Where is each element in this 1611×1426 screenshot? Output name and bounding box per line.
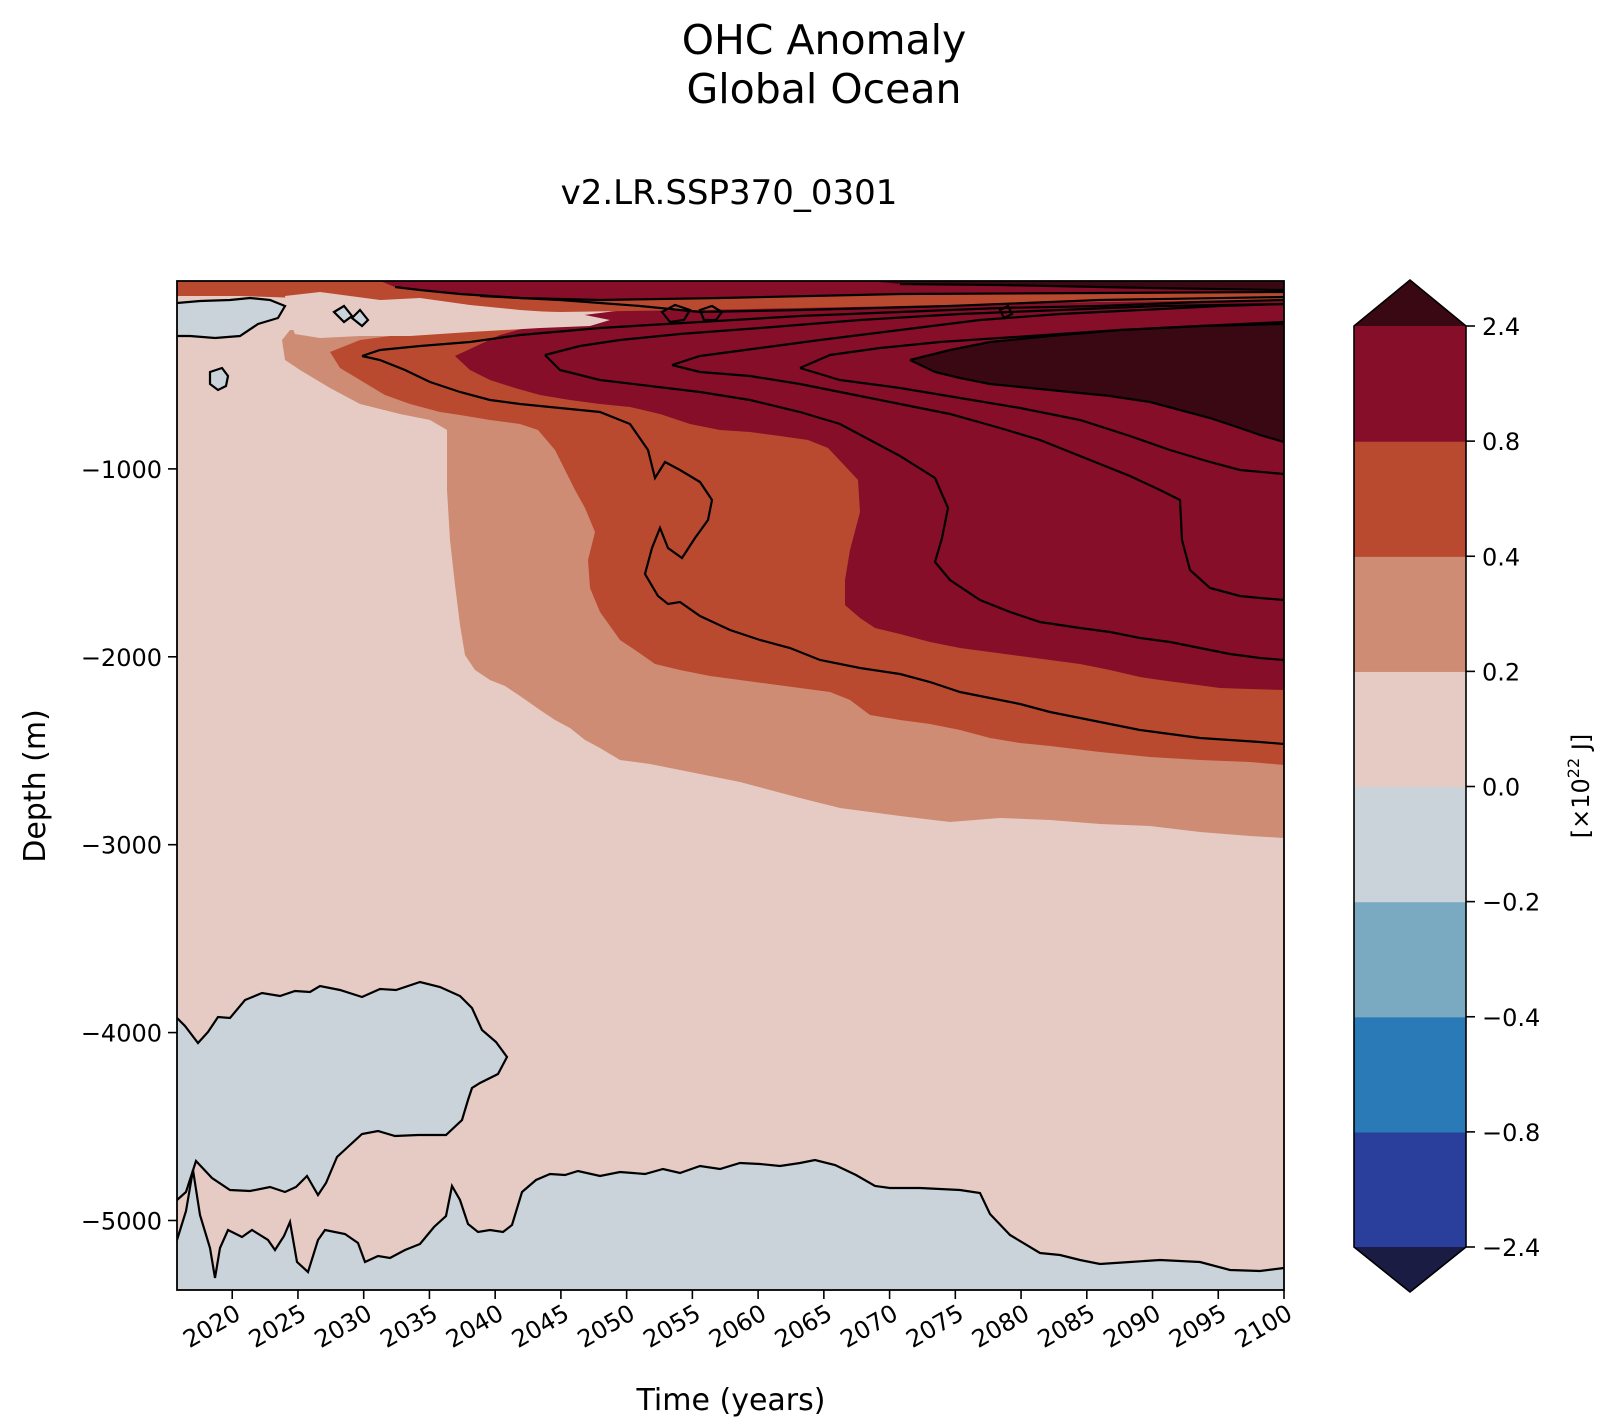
x-tick-label: 2090 xyxy=(1099,1299,1166,1354)
x-tick-label: 2080 xyxy=(967,1299,1034,1354)
x-tick-label: 2100 xyxy=(1230,1299,1297,1354)
colorbar-tick-label: 0.0 xyxy=(1482,774,1520,802)
colorbar-label-prefix: [×10 xyxy=(1567,778,1595,838)
contour-mid-deep xyxy=(177,980,509,1201)
x-axis: 2020202520302035204020452050205520602065… xyxy=(178,1290,1297,1354)
y-tick-label: −3000 xyxy=(81,832,162,860)
neg-region-bottom xyxy=(177,1160,1284,1290)
x-tick-label: 2025 xyxy=(244,1299,311,1354)
x-tick-label: 2030 xyxy=(310,1299,377,1354)
chart-subtitle: Global Ocean xyxy=(687,65,962,113)
contour-islet-e xyxy=(998,304,1014,320)
x-tick-label: 2060 xyxy=(704,1299,771,1354)
colorbar-segment xyxy=(1354,1016,1466,1133)
contour-islet-b xyxy=(350,308,370,328)
colorbar-tick-label: −2.4 xyxy=(1482,1234,1540,1262)
x-tick-label: 2045 xyxy=(507,1299,574,1354)
colorbar-over-extension xyxy=(1354,280,1466,326)
plot-frame xyxy=(176,280,1285,1291)
x-tick-label: 2085 xyxy=(1033,1299,1100,1354)
y-axis-label: Depth (m) xyxy=(18,709,53,863)
colorbar-tick-label: 0.8 xyxy=(1482,428,1520,456)
colorbar-tick-label: −0.4 xyxy=(1482,1004,1540,1032)
colorbar-segments xyxy=(1354,326,1466,1248)
contour-islet-a xyxy=(332,304,354,324)
colorbar-label-suffix: J] xyxy=(1567,734,1595,758)
y-tick-label: −4000 xyxy=(81,1020,162,1048)
colorbar-under-extension xyxy=(1354,1247,1466,1292)
colorbar-tick-label: −0.8 xyxy=(1482,1119,1540,1147)
colorbar-tick-label: −0.2 xyxy=(1482,889,1540,917)
x-axis-label: Time (years) xyxy=(636,1383,826,1418)
y-tick-label: −1000 xyxy=(81,456,162,484)
x-tick-label: 2070 xyxy=(836,1299,903,1354)
x-tick-label: 2075 xyxy=(901,1299,968,1354)
neg-region-blob xyxy=(210,368,228,390)
y-axis: −1000 −2000 −3000 −4000 −5000 xyxy=(81,456,177,1235)
colorbar-tick-label: 2.4 xyxy=(1482,313,1520,341)
colorbar-segment xyxy=(1354,326,1466,442)
plot-area xyxy=(177,281,1284,1290)
x-tick-label: 2095 xyxy=(1164,1299,1231,1354)
contour-surface-a xyxy=(394,285,1284,302)
colorbar-label-exp: 22 xyxy=(1564,758,1583,778)
colorbar-tick-label: 0.4 xyxy=(1482,543,1520,571)
contour-0.8 xyxy=(361,298,1284,746)
x-tick-label: 2035 xyxy=(376,1299,443,1354)
x-tick-label: 2065 xyxy=(770,1299,837,1354)
x-tick-label: 2055 xyxy=(638,1299,705,1354)
colorbar-segment xyxy=(1354,441,1466,557)
contour-surface-neg xyxy=(177,296,287,340)
contour-lines xyxy=(177,282,1284,1279)
chart-title: OHC Anomaly xyxy=(682,16,967,64)
colorbar-segment xyxy=(1354,786,1466,903)
contour-2.4 xyxy=(671,302,1284,602)
neg-region-mid-deep xyxy=(177,982,507,1200)
contour-islet-c xyxy=(660,303,692,324)
x-tick-label: 2020 xyxy=(178,1299,245,1354)
contour-surface-b xyxy=(899,282,1284,292)
panel-title: v2.LR.SSP370_0301 xyxy=(561,173,898,213)
y-tick-label: −5000 xyxy=(81,1207,162,1235)
colorbar-ticks: 2.4 0.8 0.4 0.2 0.0 −0.2 −0.4 −0.8 −2.4 xyxy=(1466,313,1540,1262)
colorbar-label: [×1022 J] xyxy=(1564,734,1595,838)
neg-region-surface xyxy=(177,298,285,338)
colorbar-segment xyxy=(1354,901,1466,1018)
surface-pale-patch xyxy=(285,292,610,338)
contour-surface-c xyxy=(479,294,1284,314)
contour-islet-d xyxy=(698,304,724,322)
contour-blob xyxy=(208,366,230,392)
contour-bottom xyxy=(177,1158,1284,1279)
colorbar-tick-label: 0.2 xyxy=(1482,658,1520,686)
colorbar: 2.4 0.8 0.4 0.2 0.0 −0.2 −0.4 −0.8 −2.4 [×1022 J… xyxy=(1353,278,1595,1294)
y-tick-label: −2000 xyxy=(81,644,162,672)
x-tick-label: 2040 xyxy=(441,1299,508,1354)
contour-4.0 xyxy=(909,320,1284,444)
colorbar-segment xyxy=(1354,1131,1466,1248)
colorbar-segment xyxy=(1354,556,1466,672)
colorbar-segment xyxy=(1354,671,1466,788)
x-tick-label: 2050 xyxy=(573,1299,640,1354)
contour-1.6 xyxy=(544,302,1284,662)
